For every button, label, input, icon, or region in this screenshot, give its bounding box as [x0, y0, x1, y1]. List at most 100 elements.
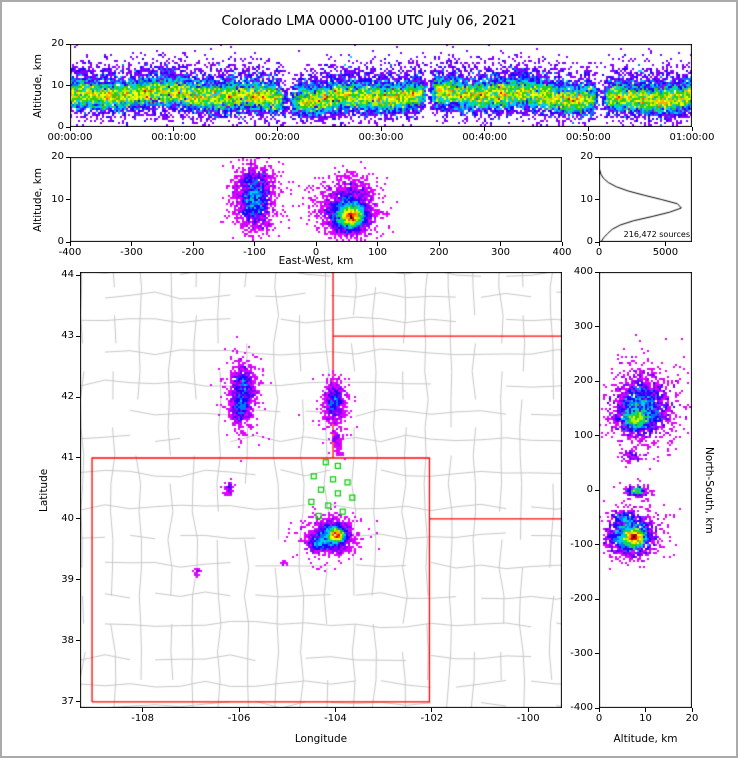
- north-south-ylabel: North-South, km: [703, 446, 715, 534]
- axis-tick: [377, 242, 378, 246]
- tick-label: 20: [685, 713, 699, 724]
- tick-label: 10: [51, 193, 64, 205]
- axis-tick: [334, 708, 336, 712]
- tick-label: 00:00:00: [47, 132, 93, 143]
- axis-tick: [645, 708, 646, 712]
- tick-label: -200: [181, 247, 205, 258]
- axis-tick: [76, 518, 80, 520]
- tick-label: -106: [227, 713, 251, 724]
- tick-label: 10: [580, 193, 593, 205]
- tick-label: 400: [552, 247, 572, 258]
- tick-label: 20: [580, 151, 593, 162]
- axis-tick: [276, 127, 278, 131]
- axis-tick: [76, 640, 80, 642]
- axis-tick: [595, 435, 599, 436]
- east-west-xlabel: East-West, km: [278, 255, 354, 267]
- north-south-height-panel: [599, 272, 692, 708]
- tick-label: 0: [595, 713, 603, 724]
- axis-tick: [691, 127, 693, 131]
- plan-view-map-panel: [80, 272, 562, 708]
- axis-tick: [131, 242, 132, 246]
- time-height-canvas: [70, 44, 692, 127]
- axis-tick: [595, 271, 599, 273]
- tick-label: 38: [61, 634, 74, 646]
- tick-label: 0: [57, 121, 64, 132]
- axis-tick: [595, 380, 599, 382]
- tick-label: 300: [573, 320, 593, 332]
- axis-tick: [595, 653, 599, 654]
- east-west-height-canvas: [70, 157, 562, 242]
- axis-tick: [587, 127, 589, 131]
- axis-tick: [66, 199, 70, 200]
- axis-tick: [595, 544, 599, 545]
- altitude-histogram-panel: [599, 157, 692, 242]
- axis-tick: [598, 708, 600, 712]
- tick-label: 5000: [652, 247, 679, 258]
- tick-label: 0: [586, 236, 593, 247]
- axis-tick: [484, 127, 486, 131]
- axis-tick: [595, 598, 599, 600]
- plan-view-map-canvas: [80, 272, 562, 708]
- axis-tick: [238, 708, 240, 712]
- axis-tick: [66, 156, 70, 158]
- axis-tick: [66, 241, 70, 243]
- axis-tick: [527, 708, 529, 712]
- tick-label: 00:30:00: [358, 132, 404, 143]
- axis-tick: [76, 701, 80, 703]
- tick-label: 41: [61, 451, 74, 463]
- axis-tick: [595, 326, 599, 327]
- axis-tick: [69, 127, 71, 131]
- tick-label: 0: [312, 247, 320, 258]
- tick-label: 0: [57, 236, 64, 247]
- tick-label: 200: [573, 375, 593, 386]
- east-west-height-panel: [70, 157, 562, 242]
- tick-label: 100: [367, 247, 388, 258]
- tick-label: -102: [420, 713, 444, 724]
- tick-label: 20: [51, 38, 64, 49]
- tick-label: 200: [429, 247, 449, 258]
- tick-label: 00:40:00: [462, 132, 508, 143]
- tick-label: -400: [570, 702, 593, 713]
- time-height-panel: [70, 44, 692, 127]
- tick-label: -300: [570, 647, 593, 659]
- tick-label: 39: [61, 573, 74, 585]
- longitude-label: Longitude: [294, 733, 348, 745]
- axis-tick: [438, 242, 440, 246]
- tick-label: -300: [120, 247, 143, 258]
- axis-tick: [142, 708, 144, 712]
- axis-tick: [66, 43, 70, 45]
- axis-tick: [76, 457, 80, 459]
- axis-tick: [595, 489, 599, 491]
- altitude-histogram-canvas: [599, 157, 692, 242]
- axis-tick: [254, 242, 255, 246]
- tick-label: 44: [61, 269, 74, 281]
- tick-label: 01:00:00: [669, 132, 715, 143]
- tick-label: -200: [570, 593, 593, 604]
- axis-tick: [76, 579, 80, 581]
- axis-tick: [664, 242, 666, 246]
- axis-tick: [380, 127, 382, 131]
- north-south-xlabel: Altitude, km: [613, 733, 678, 745]
- tick-label: -100: [570, 538, 593, 550]
- tick-label: 300: [490, 247, 511, 258]
- axis-tick: [76, 335, 80, 337]
- axis-tick: [691, 708, 693, 712]
- tick-label: 0: [595, 247, 603, 258]
- axis-tick: [66, 85, 70, 86]
- axis-tick: [76, 396, 80, 398]
- axis-tick: [595, 241, 599, 243]
- tick-label: 43: [61, 330, 74, 342]
- axis-tick: [192, 242, 194, 246]
- axis-tick: [598, 242, 600, 246]
- sources-count-annotation: 216,472 sources: [623, 230, 690, 239]
- axis-tick: [69, 242, 71, 246]
- tick-label: -100: [516, 713, 540, 724]
- tick-label: 400: [573, 266, 593, 277]
- tick-label: 00:20:00: [254, 132, 300, 143]
- axis-tick: [561, 242, 563, 246]
- north-south-height-canvas: [599, 272, 692, 708]
- tick-label: 20: [51, 151, 64, 162]
- tick-label: -400: [58, 247, 82, 258]
- tick-label: 40: [61, 512, 74, 524]
- figure-title: Colorado LMA 0000-0100 UTC July 06, 2021: [221, 13, 517, 29]
